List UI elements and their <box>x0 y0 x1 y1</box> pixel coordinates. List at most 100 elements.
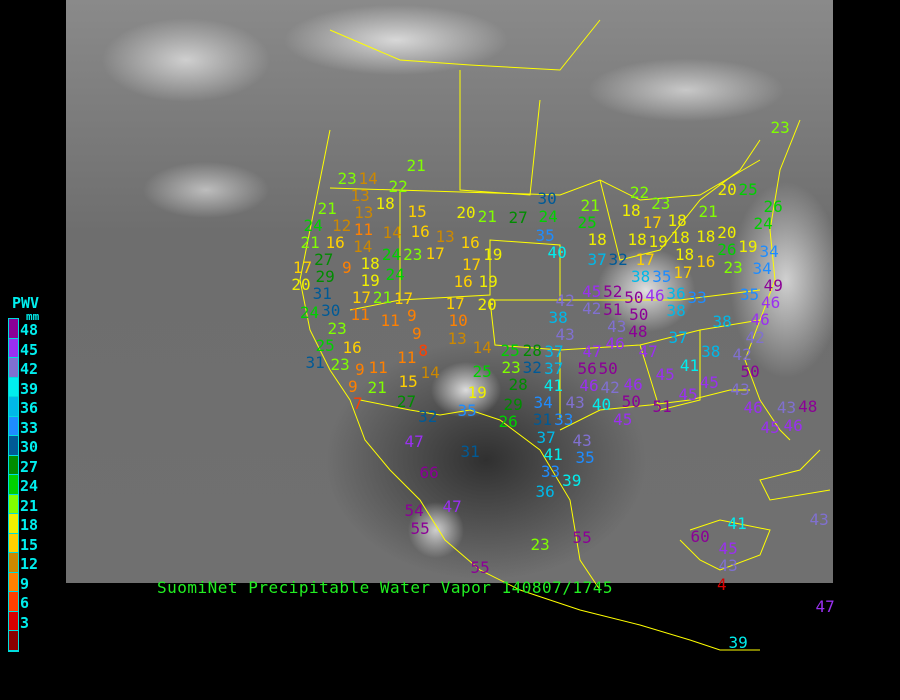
station-pwv-value: 37 <box>544 358 564 378</box>
station-pwv-value: 26 <box>498 412 518 432</box>
station-pwv-value: 18 <box>667 210 687 230</box>
state-line <box>559 319 761 351</box>
legend-tick-label: 6 <box>20 594 30 612</box>
station-pwv-value: 20 <box>477 294 497 314</box>
station-pwv-value: 13 <box>447 328 467 348</box>
station-pwv-value: 38 <box>666 301 686 321</box>
station-pwv-value: 45 <box>613 409 633 429</box>
station-pwv-value: 26 <box>717 240 737 260</box>
legend-swatch <box>9 319 18 339</box>
station-pwv-value: 32 <box>418 406 438 426</box>
station-pwv-value: 17 <box>425 244 445 264</box>
station-pwv-value: 33 <box>687 287 707 307</box>
station-pwv-value: 18 <box>621 200 641 220</box>
station-pwv-value: 27 <box>314 250 334 270</box>
legend-swatch <box>9 533 18 553</box>
station-pwv-value: 24 <box>385 264 405 284</box>
station-pwv-value: 51 <box>652 396 672 416</box>
station-pwv-value: 8 <box>418 340 428 360</box>
station-pwv-value: 47 <box>442 496 462 516</box>
station-pwv-value: 43 <box>776 398 797 418</box>
station-pwv-value: 15 <box>398 371 418 391</box>
station-pwv-value: 14 <box>472 337 492 357</box>
station-pwv-value: 23 <box>651 193 671 213</box>
station-pwv-value: 9 <box>407 306 417 326</box>
station-pwv-value: 23 <box>337 168 357 188</box>
station-pwv-value: 41 <box>727 513 747 533</box>
legend-tick-label: 36 <box>20 399 39 417</box>
station-pwv-value: 55 <box>572 527 592 547</box>
station-pwv-value: 36 <box>666 284 686 304</box>
station-pwv-value: 23 <box>501 357 521 377</box>
station-pwv-value: 35 <box>739 284 760 304</box>
legend-title: PWV <box>12 294 40 312</box>
station-pwv-value: 19 <box>483 244 503 264</box>
station-pwv-value: 47 <box>582 341 602 361</box>
station-pwv-value: 11 <box>350 305 370 325</box>
station-pwv-value: 35 <box>652 267 672 287</box>
station-pwv-value: 42 <box>555 290 575 310</box>
station-pwv-value: 24 <box>299 303 320 323</box>
station-pwv-value: 17 <box>642 212 662 232</box>
station-pwv-value: 50 <box>624 288 644 308</box>
station-pwv-value: 38 <box>712 311 732 331</box>
station-pwv-value: 4 <box>717 574 727 594</box>
station-pwv-value: 31 <box>460 441 480 461</box>
station-pwv-value: 23 <box>330 355 350 375</box>
station-pwv-value: 47 <box>404 431 424 451</box>
state-line <box>459 70 541 196</box>
station-pwv-value: 55 <box>410 518 430 538</box>
station-pwv-value: 19 <box>738 236 758 256</box>
station-pwv-value: 14 <box>382 222 402 242</box>
station-pwv-value: 14 <box>353 236 373 256</box>
legend-tick-label: 45 <box>20 340 39 359</box>
legend-tick-label: 12 <box>20 555 39 573</box>
station-pwv-value: 48 <box>798 396 818 416</box>
station-pwv-value: 9 <box>348 377 358 397</box>
legend-swatch <box>9 377 18 397</box>
station-pwv-value: 16 <box>410 221 430 241</box>
legend-swatch <box>9 592 18 612</box>
station-pwv-value: 19 <box>478 271 498 291</box>
station-pwv-value: 31 <box>312 284 332 304</box>
station-pwv-value: 21 <box>372 288 393 308</box>
station-pwv-value: 9 <box>355 360 365 380</box>
station-pwv-value: 17 <box>635 249 655 269</box>
station-pwv-value: 42 <box>745 327 765 347</box>
station-pwv-value: 22 <box>629 183 650 203</box>
station-pwv-value: 10 <box>448 311 468 331</box>
station-pwv-value: 23 <box>723 257 743 277</box>
station-pwv-value: 56 <box>577 359 597 379</box>
station-pwv-value: 34 <box>533 393 553 413</box>
station-pwv-value: 50 <box>621 392 641 412</box>
station-pwv-value: 25 <box>472 361 492 381</box>
canada-province-line <box>329 19 601 71</box>
station-pwv-value: 21 <box>406 155 426 175</box>
station-pwv-value: 43 <box>730 379 750 399</box>
station-pwv-value: 23 <box>327 318 347 338</box>
station-pwv-value: 42 <box>600 377 620 397</box>
gulf-coast <box>559 389 750 431</box>
legend-tick-label: 18 <box>20 516 39 534</box>
station-pwv-value: 34 <box>752 259 772 279</box>
station-pwv-value: 43 <box>607 316 627 336</box>
legend-swatch <box>9 358 18 378</box>
station-pwv-value: 12 <box>331 216 352 235</box>
station-pwv-value: 27 <box>396 391 417 411</box>
station-pwv-value: 21 <box>477 206 497 226</box>
station-pwv-value: 38 <box>631 266 651 286</box>
legend-tick-label: 9 <box>20 574 30 593</box>
station-pwv-value: 43 <box>718 555 738 575</box>
station-pwv-value: 16 <box>342 337 362 357</box>
state-lines <box>349 190 561 420</box>
station-pwv-value: 34 <box>759 242 779 262</box>
station-pwv-value: 43 <box>809 509 829 529</box>
satellite-image <box>66 0 833 583</box>
station-pwv-value: 17 <box>673 262 693 282</box>
us-canada-border <box>329 159 761 201</box>
station-pwv-value: 26 <box>763 196 783 216</box>
station-pwv-value: 35 <box>535 225 555 245</box>
station-pwv-value: 25 <box>738 179 758 199</box>
legend-swatch <box>9 436 18 456</box>
